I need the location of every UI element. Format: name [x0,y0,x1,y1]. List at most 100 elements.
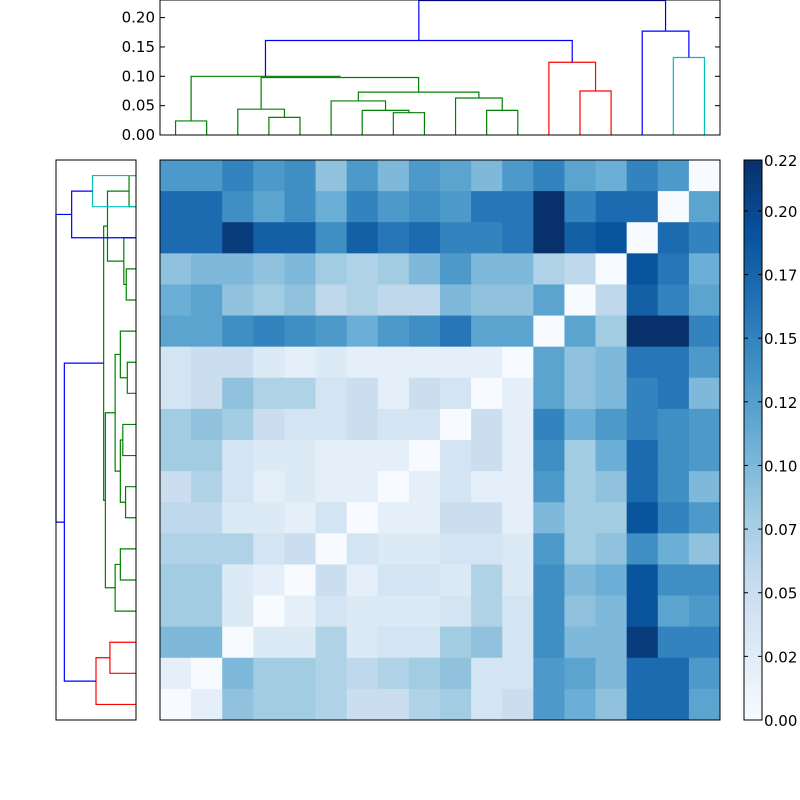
heatmap-cell [377,626,410,659]
heatmap-cell [533,408,565,441]
heatmap-cell [346,533,379,565]
heatmap-cell [626,471,659,503]
colorbar-tick-label: 0.02 [764,648,797,666]
heatmap-cell [222,440,254,472]
heatmap-cell [191,315,223,348]
heatmap-cell [626,377,659,410]
heatmap-cell [564,191,596,223]
heatmap-cell [315,564,348,596]
heatmap-cell [595,222,628,254]
colorbar-tick-label: 0.05 [764,585,797,603]
heatmap-cell [626,284,659,316]
heatmap-cell [160,191,192,223]
colorbar-segment [744,258,762,264]
heatmap-cell [533,253,565,285]
colorbar-segment [744,477,762,483]
heatmap-cell [253,408,285,441]
heatmap-cell [408,346,441,379]
colorbar-segment [744,510,762,516]
heatmap-cell [502,502,534,534]
colorbar-tick-label: 0.15 [764,330,797,348]
heatmap-cell [471,502,503,534]
heatmap-cell [222,657,254,690]
heatmap-cell [595,440,628,472]
colorbar-segment [744,533,762,539]
heatmap-cell [253,688,285,721]
heatmap-cell [191,253,223,285]
heatmap-cell [502,253,534,285]
heatmap-cell [408,440,441,472]
heatmap-cell [626,315,659,348]
dendrogram-link [119,439,126,503]
colorbar-tick-label: 0.22 [764,152,797,170]
heatmap-cell [595,315,628,348]
colorbar-segment [744,192,762,198]
heatmap-cell [408,315,441,348]
colorbar-segment [744,654,762,660]
heatmap-cell [533,284,565,316]
colorbar-segment [744,164,762,170]
colorbar-segment [744,594,762,600]
colorbar-segment [744,696,762,702]
colorbar-segment [744,715,762,721]
heatmap-cell [688,502,721,534]
colorbar-segment [744,314,762,320]
row-dendrogram [55,159,137,721]
colorbar-segment [744,426,762,432]
heatmap-cell [595,502,628,534]
heatmap-cell [595,346,628,379]
heatmap-cell [377,471,410,503]
heatmap-cell [502,377,534,410]
colorbar-segment [744,267,762,273]
heatmap-cell [315,346,348,379]
heatmap-cell [564,160,596,192]
heatmap-cell [253,440,285,472]
heatmap-cell [440,688,472,721]
heatmap-cell [471,626,503,659]
colorbar-segment [744,323,762,329]
heatmap-cell [626,657,659,690]
colorbar-segment [744,542,762,548]
heatmap-cell [315,533,348,565]
heatmap-cell [564,533,596,565]
heatmap-cell [533,471,565,503]
heatmap-cell [346,502,379,534]
dendrogram-link [330,100,387,135]
heatmap-cell [440,440,472,472]
heatmap-cell [533,377,565,410]
heatmap-cell [377,502,410,534]
colorbar-segment [744,491,762,497]
colorbar-segment [744,206,762,212]
heatmap-cell [408,502,441,534]
colorbar-segment [744,281,762,287]
heatmap-cell [408,160,441,192]
heatmap-cell [595,377,628,410]
colorbar-segment [744,514,762,520]
dendrogram-link [260,76,420,110]
heatmap-cell [191,222,223,254]
heatmap-cell [502,533,534,565]
heatmap-cell [440,408,472,441]
heatmap-cell [688,377,721,410]
heatmap-cell [688,346,721,379]
heatmap-cell [657,533,690,565]
heatmap-cell [502,315,534,348]
heatmap-cell [657,315,690,348]
colorbar-segment [744,178,762,184]
heatmap-cell [253,160,285,192]
colorbar-segment [744,276,762,282]
colorbar-segment [744,552,762,558]
heatmap-cell [595,657,628,690]
colorbar-tick-label: 0.12 [764,394,797,412]
colorbar-segment [744,262,762,268]
heatmap-cell [315,191,348,223]
heatmap-cell [222,502,254,534]
heatmap-cell [502,626,534,659]
heatmap-cell [626,440,659,472]
heatmap-cell [471,222,503,254]
heatmap-cell [315,222,348,254]
heatmap-cell [564,408,596,441]
colorbar-segment [744,626,762,632]
heatmap-cell [315,440,348,472]
heatmap-cell [502,595,534,628]
